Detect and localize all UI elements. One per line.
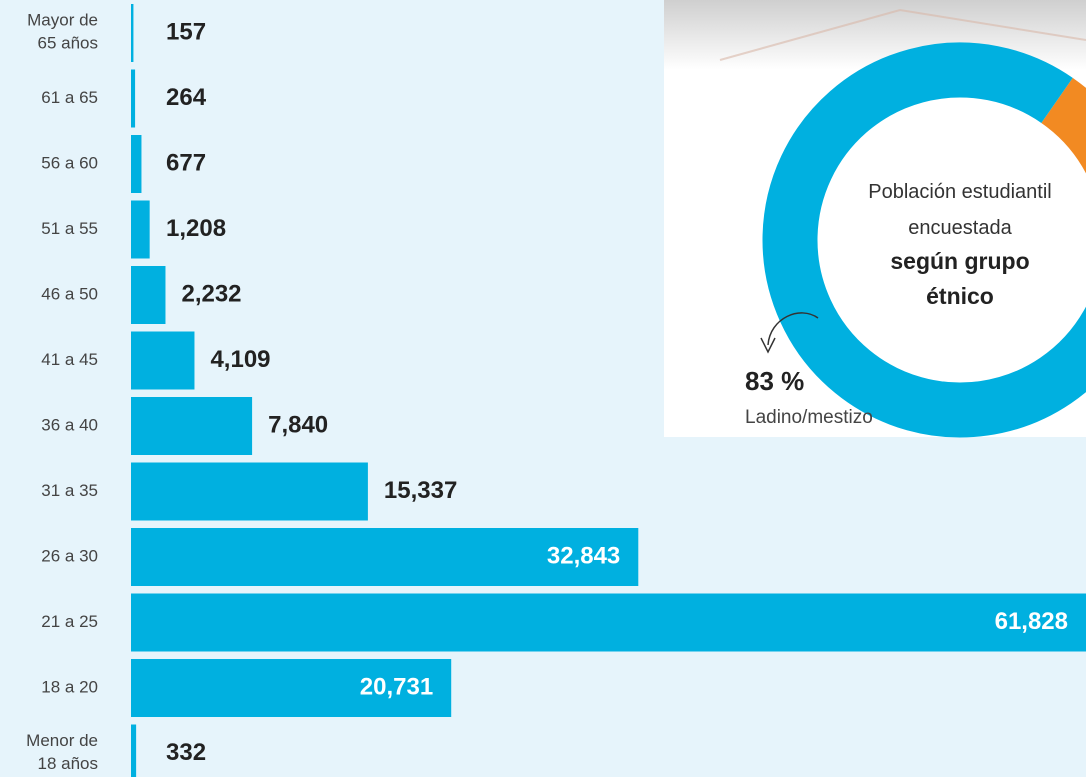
category-label: 36 a 40 xyxy=(41,415,98,434)
bar xyxy=(131,659,452,717)
bar xyxy=(131,331,195,390)
bar xyxy=(131,462,368,521)
value-label: 264 xyxy=(166,84,207,111)
category-label: 56 a 60 xyxy=(41,153,98,172)
value-label: 15,337 xyxy=(384,477,457,504)
pie-value-label: 83 % xyxy=(745,366,804,396)
bar xyxy=(131,4,134,62)
value-label: 4,109 xyxy=(210,346,270,373)
bar xyxy=(131,266,166,324)
value-label: 677 xyxy=(166,149,206,176)
category-label: 46 a 50 xyxy=(41,284,98,303)
bar xyxy=(131,724,137,777)
category-label: 31 a 35 xyxy=(41,481,98,500)
arrow xyxy=(767,312,819,346)
category-label: 21 a 25 xyxy=(41,612,98,631)
donut-subtitle: según grupo étnico xyxy=(890,248,1030,309)
value-label: 7,840 xyxy=(268,411,328,438)
donut-title: Población estudiantil encuestada xyxy=(868,181,1052,239)
donut xyxy=(762,42,1086,438)
category-label: 41 a 45 xyxy=(41,350,98,369)
value-label: 20,731 xyxy=(360,673,433,700)
category-label: 26 a 30 xyxy=(41,546,98,565)
value-label: 32,843 xyxy=(547,542,620,569)
bar xyxy=(131,135,142,193)
value-label: 1,208 xyxy=(166,215,226,242)
pie-category-label: Ladino/mestizo xyxy=(745,407,873,428)
bar xyxy=(131,69,136,128)
category-label: Mayor de 65 años xyxy=(27,11,98,53)
value-label: 332 xyxy=(166,739,206,766)
category-label: 51 a 55 xyxy=(41,219,98,238)
value-label: 2,232 xyxy=(181,280,241,307)
value-label: 157 xyxy=(166,18,206,45)
bar xyxy=(131,397,253,455)
donut-segment xyxy=(762,42,1086,438)
arrow-head xyxy=(760,337,776,354)
category-label: 18 a 20 xyxy=(41,677,98,696)
value-label: 61,828 xyxy=(995,608,1068,635)
photo-detail xyxy=(719,8,1086,61)
bar xyxy=(131,528,639,586)
bar xyxy=(131,593,1086,652)
donut-other xyxy=(1040,77,1086,174)
category-label: Menor de 18 años xyxy=(26,731,98,773)
bar xyxy=(131,200,150,259)
category-label: 61 a 65 xyxy=(41,88,98,107)
